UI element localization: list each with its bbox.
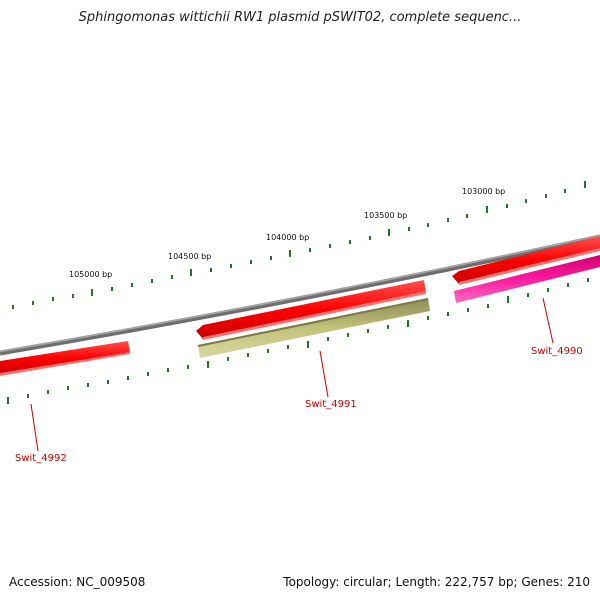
- gene-label-swit-4990[interactable]: Swit_4990: [531, 346, 583, 357]
- gene-label-swit-4991[interactable]: Swit_4991: [305, 399, 357, 410]
- accession-text: Accession: NC_009508: [9, 575, 146, 589]
- gene-arrow-swit-4991-forward[interactable]: [196, 280, 426, 339]
- inner-tick-ring: [7, 278, 589, 404]
- leader-line-swit-4991: [319, 350, 329, 398]
- scale-label-104000: 104000 bp: [266, 233, 309, 242]
- scale-label-105000: 105000 bp: [69, 270, 112, 279]
- sequence-summary: Topology: circular; Length: 222,757 bp; …: [283, 575, 590, 589]
- gene-arrow-swit-4992[interactable]: [0, 341, 130, 375]
- leader-line-swit-4990: [542, 297, 554, 344]
- gene-arrow-swit-4990-forward[interactable]: [452, 236, 600, 284]
- plasmid-backbone: [0, 234, 600, 356]
- leader-line-swit-4992: [30, 403, 39, 452]
- gene-bar-swit-4991[interactable]: [198, 298, 430, 358]
- scale-label-104500: 104500 bp: [168, 252, 211, 261]
- scale-label-103500: 103500 bp: [364, 211, 407, 220]
- gene-bar-swit-4990[interactable]: [454, 255, 600, 303]
- gene-label-swit-4992[interactable]: Swit_4992: [15, 453, 67, 464]
- map-title: Sphingomonas wittichii RW1 plasmid pSWIT…: [78, 10, 522, 25]
- outer-tick-ring: [12, 181, 586, 309]
- scale-label-103000: 103000 bp: [462, 187, 505, 196]
